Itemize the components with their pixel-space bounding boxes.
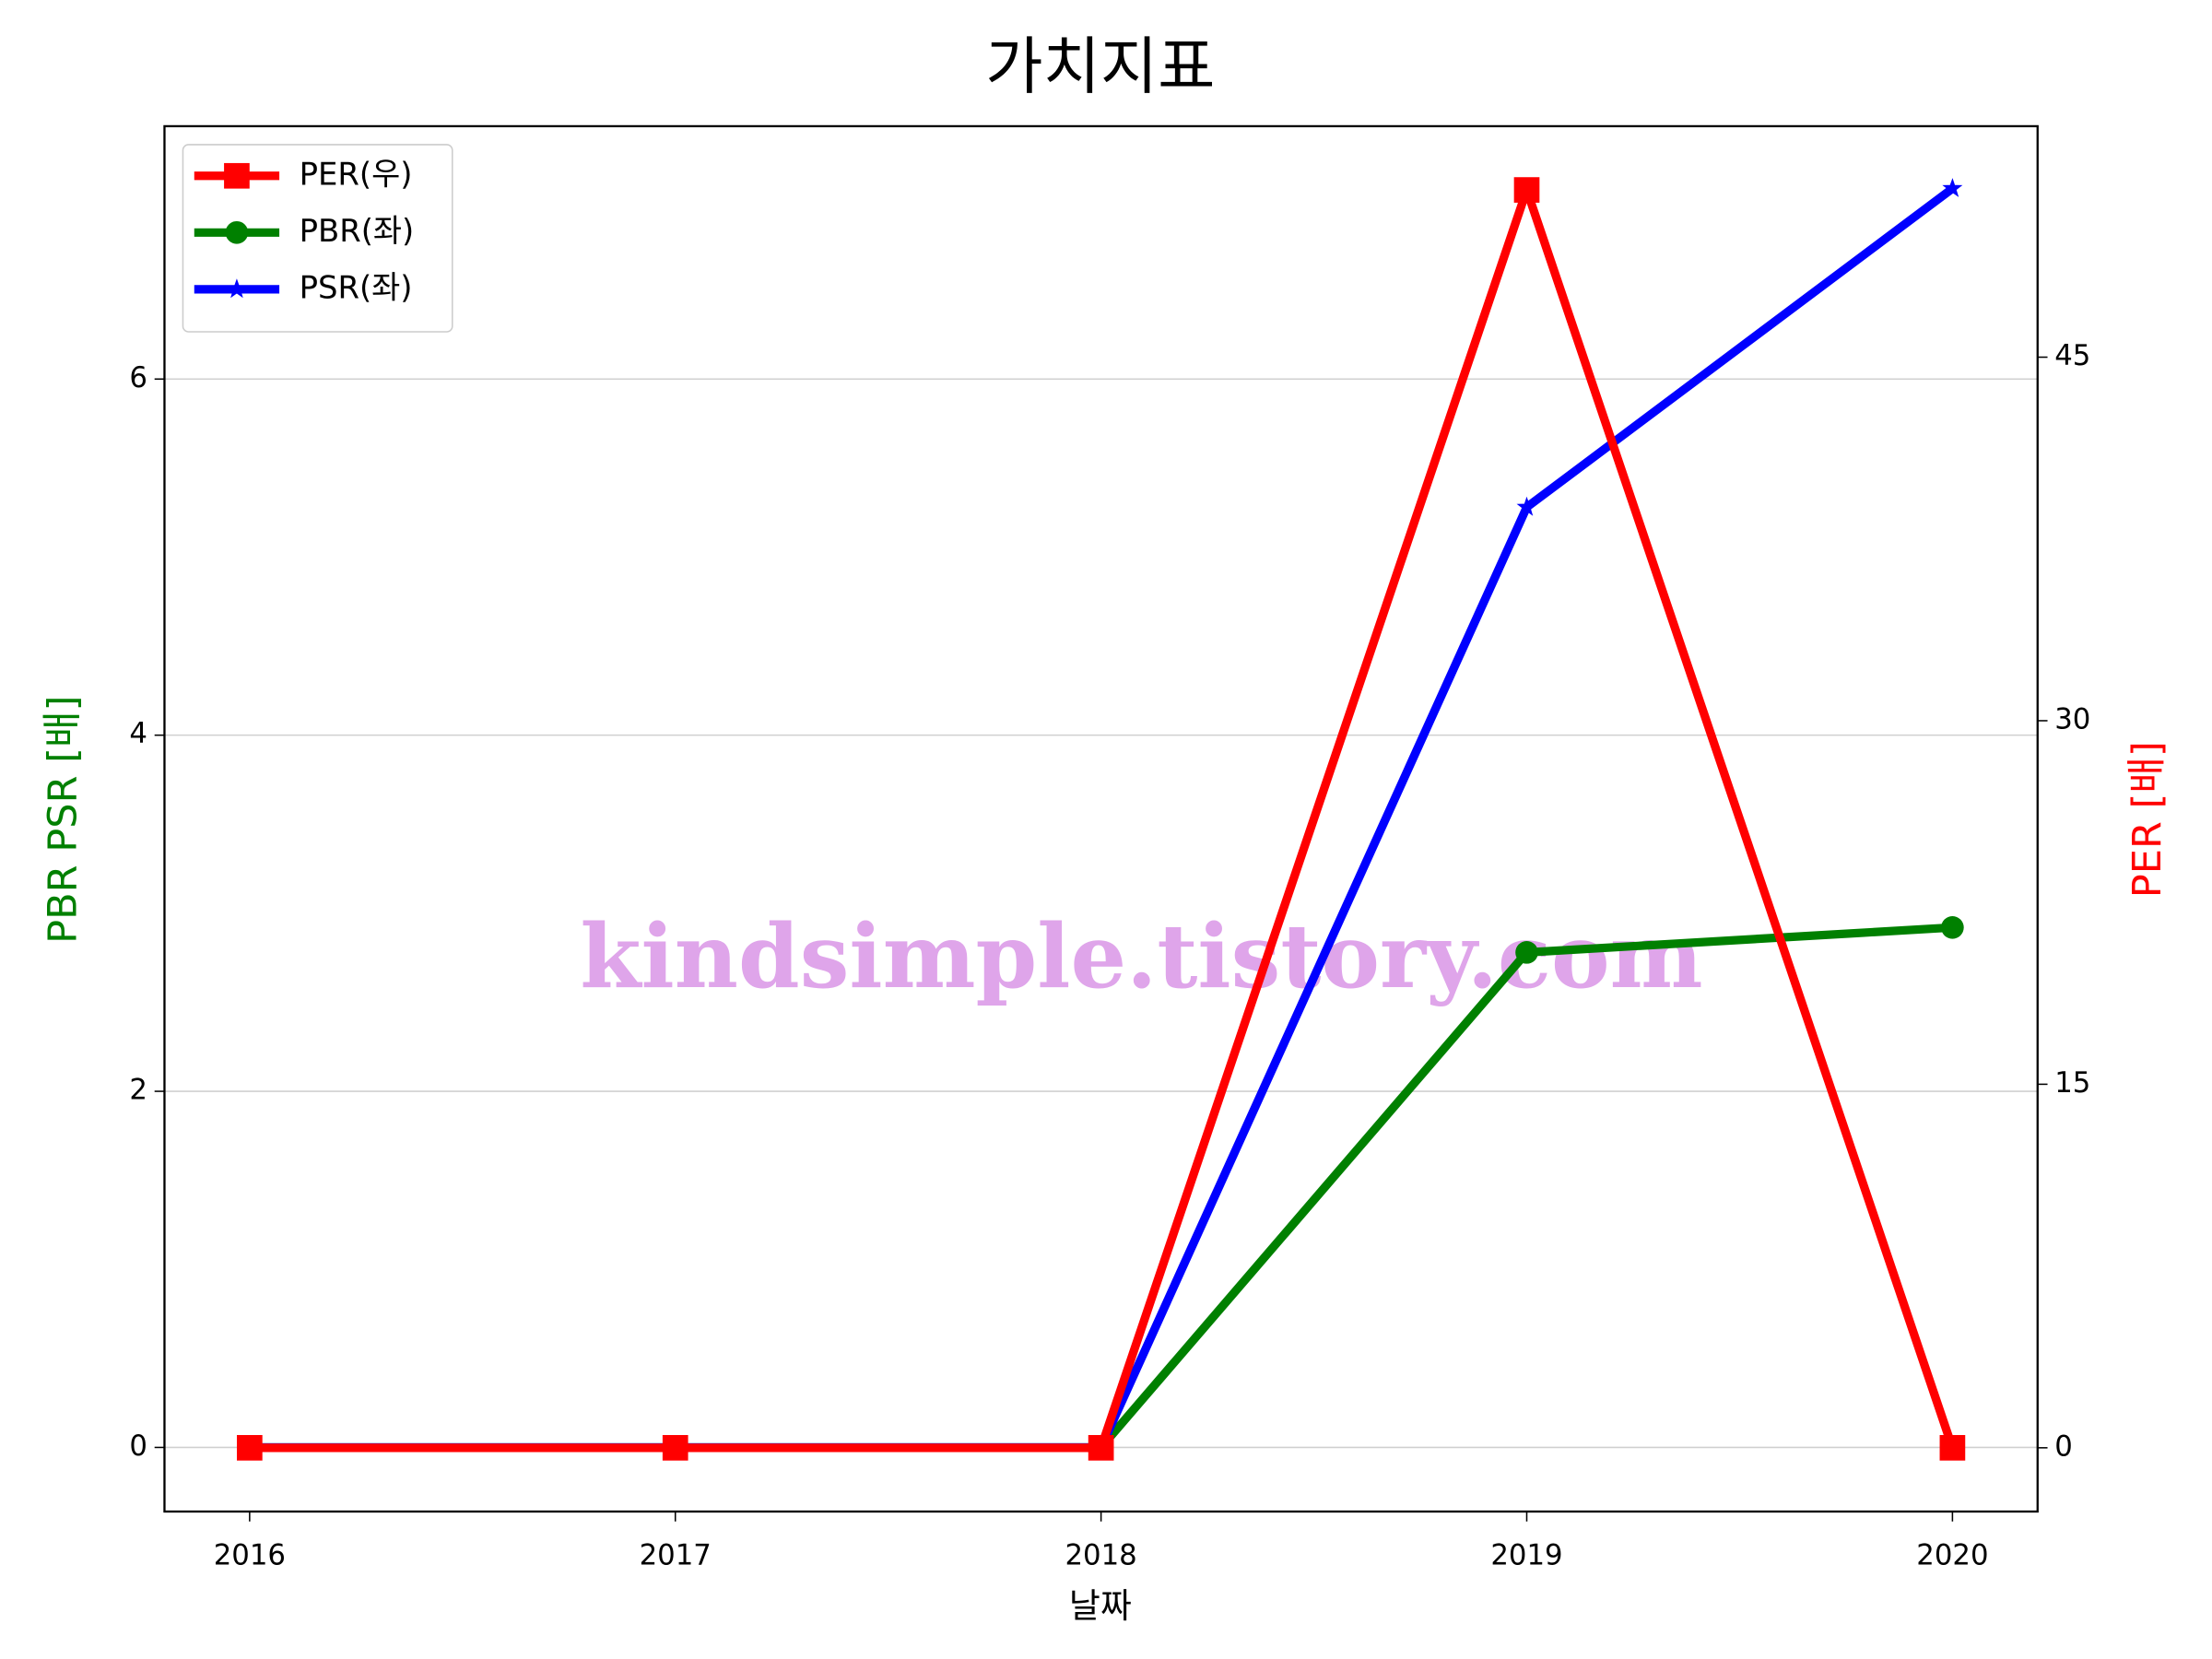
y-tick-label: 6 <box>129 361 147 394</box>
watermark: kindsimple.tistory.com <box>580 905 1702 1008</box>
marker <box>1088 1434 1114 1461</box>
legend-label: PER(우) <box>300 156 413 192</box>
plot-frame <box>163 124 2039 1513</box>
x-tick-label: 2018 <box>1065 1539 1136 1572</box>
marker <box>1941 916 1964 939</box>
marker <box>1513 177 1540 203</box>
y2-tick-label: 30 <box>2054 702 2090 735</box>
x-tick-label: 2017 <box>640 1539 712 1572</box>
y2-tick-label: 45 <box>2054 339 2090 372</box>
legend: PER(우) PBR(좌) PSR(좌) <box>182 144 453 333</box>
x-axis-label: 날짜 <box>1069 1586 1132 1626</box>
x-tick-label: 2019 <box>1490 1539 1562 1572</box>
series-line <box>249 184 1956 1453</box>
x-tick-label: 2020 <box>1916 1539 1988 1572</box>
legend-marker <box>224 162 250 189</box>
marker <box>1942 178 1963 197</box>
legend-marker <box>225 221 249 244</box>
marker <box>236 1434 263 1461</box>
y-tick-label: 4 <box>129 717 147 750</box>
legend-marker <box>226 278 247 299</box>
marker <box>1515 941 1538 964</box>
legend-label: PSR(좌) <box>300 269 413 305</box>
legend-label: PBR(좌) <box>300 213 415 249</box>
marker <box>662 1434 688 1461</box>
x-tick-label: 2016 <box>214 1539 286 1572</box>
y2-axis-label: PER [배] <box>2124 741 2171 898</box>
y2-tick-label: 0 <box>2054 1430 2073 1463</box>
y-tick-label: 2 <box>129 1074 147 1107</box>
marker <box>1516 496 1537 516</box>
chart-title: 가치지표 <box>985 29 1215 102</box>
y2-tick-label: 15 <box>2054 1066 2090 1100</box>
marker <box>1939 1434 1966 1461</box>
y-tick-label: 0 <box>129 1430 147 1463</box>
y-axis-label: PBR PSR [배] <box>40 696 86 944</box>
